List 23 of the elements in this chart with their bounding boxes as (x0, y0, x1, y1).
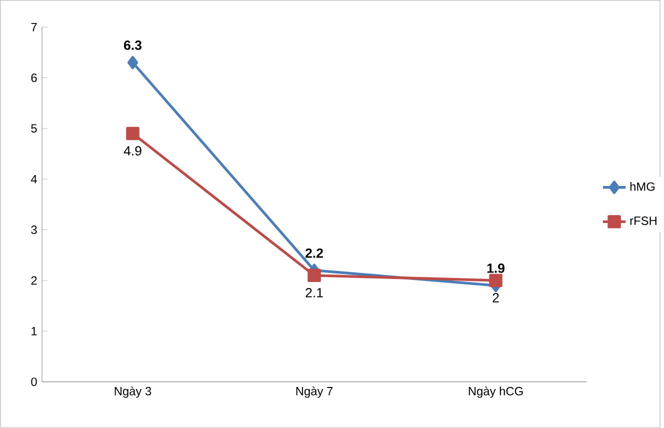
x-tick-label: Ngày 3 (114, 386, 152, 398)
data-label: 2.1 (306, 288, 323, 298)
y-tick-label: 5 (31, 124, 37, 133)
point (308, 268, 321, 282)
y-tick-label: 2 (31, 276, 37, 285)
data-label: 1.9 (487, 264, 504, 274)
point (489, 274, 502, 288)
x-tick-label: Ngày hCG (468, 386, 523, 398)
y-tick-label: 3 (31, 226, 37, 234)
point (126, 126, 140, 140)
data-label: 6.3 (124, 40, 142, 50)
y-tick-label: 7 (31, 23, 37, 32)
point (127, 56, 138, 70)
y-tick-label: 0 (31, 378, 37, 386)
y-tick-label: 6 (31, 74, 37, 82)
x-tick-label: Ngày 7 (296, 386, 333, 398)
y-tick-label: 4 (30, 175, 37, 184)
data-label: 2 (492, 293, 499, 302)
legend-label: hMG (630, 182, 655, 191)
data-label: 2.2 (306, 248, 323, 258)
y-tick-label: 1 (32, 327, 37, 336)
legend-label: rFSH (630, 216, 656, 226)
data-label: 4.9 (124, 146, 142, 156)
